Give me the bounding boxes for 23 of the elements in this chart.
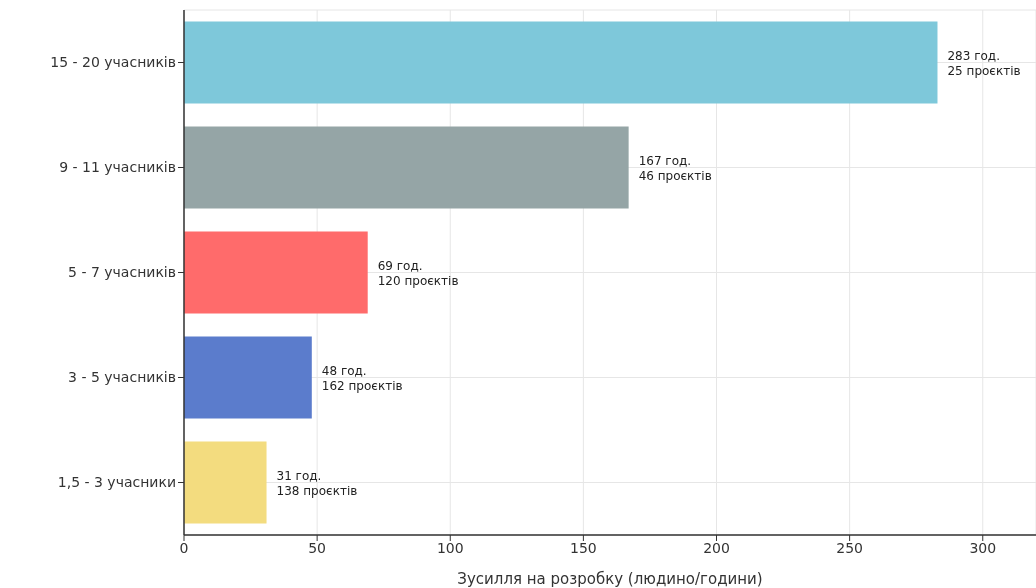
x-tick-label: 150 (570, 539, 597, 556)
data-label: 31 год. 138 проєктів (276, 468, 358, 498)
bar (184, 126, 629, 209)
bar (184, 336, 312, 419)
y-tick-label: 9 - 11 учасників (59, 159, 176, 176)
x-tick-label: 50 (308, 539, 327, 556)
x-tick-label: 0 (179, 539, 189, 556)
bar (184, 441, 267, 524)
y-tick-label: 15 - 20 учасників (50, 54, 176, 71)
data-label: 167 год. 46 проєктів (638, 153, 712, 183)
x-tick-label: 300 (969, 539, 997, 556)
x-tick-label: 200 (703, 539, 730, 556)
data-label: 48 год. 162 проєктів (321, 363, 403, 393)
data-label: 69 год. 120 проєктів (377, 258, 459, 288)
bar (184, 231, 368, 314)
x-tick-label: 250 (836, 539, 863, 556)
bar (184, 21, 938, 104)
x-axis-title: Зусилля на розробку (людино/години) (457, 570, 763, 588)
y-tick-label: 5 - 7 учасників (68, 264, 176, 281)
data-label: 283 год. 25 проєктів (947, 48, 1021, 78)
y-tick-label: 1,5 - 3 учасники (57, 474, 176, 491)
y-tick-label: 3 - 5 учасників (68, 369, 176, 386)
x-tick-label: 100 (436, 539, 464, 556)
